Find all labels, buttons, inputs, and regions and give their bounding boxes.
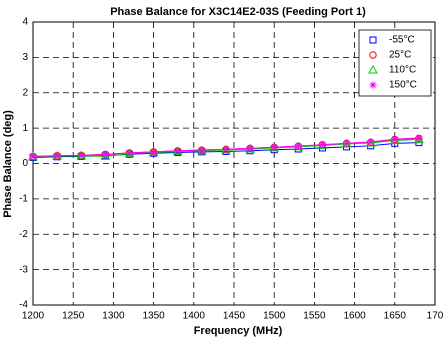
x-tick-label: 1400	[183, 311, 206, 322]
x-tick-label: 1450	[223, 311, 246, 322]
marker	[270, 143, 278, 151]
marker	[367, 138, 375, 146]
y-tick-label: -2	[19, 229, 28, 240]
x-tick-label: 1350	[142, 311, 165, 322]
x-tick-label: 1650	[384, 311, 407, 322]
x-tick-label: 1550	[303, 311, 326, 322]
marker	[343, 139, 351, 147]
x-tick-label: 1200	[22, 311, 45, 322]
legend-label: 25°C	[389, 50, 411, 61]
x-tick-label: 170	[427, 311, 444, 322]
chart-title: Phase Balance for X3C14E2-03S (Feeding P…	[110, 6, 366, 18]
plot-frame	[32, 21, 436, 306]
legend-marker	[368, 64, 378, 74]
y-tick-label: 1	[22, 123, 28, 134]
y-tick-label: 2	[22, 87, 28, 98]
marker	[77, 151, 85, 159]
legend-label: -55°C	[389, 35, 415, 46]
marker	[150, 148, 158, 156]
x-tick-label: 1250	[62, 311, 85, 322]
marker	[246, 144, 254, 152]
x-tick-label: 1300	[102, 311, 125, 322]
x-axis-label: Frequency (MHz)	[194, 325, 283, 337]
y-tick-label: 3	[22, 52, 28, 63]
legend-label: 110°C	[389, 65, 416, 76]
marker	[389, 135, 400, 145]
legend-marker	[369, 36, 377, 44]
y-tick-label: -4	[19, 300, 28, 311]
marker	[29, 152, 37, 160]
y-axis-label: Phase Balance (deg)	[2, 110, 14, 218]
legend-marker	[369, 51, 377, 59]
marker	[415, 134, 423, 142]
x-tick-label: 1600	[343, 311, 366, 322]
marker	[318, 141, 326, 149]
y-tick-label: 0	[22, 158, 28, 169]
x-tick-label: 1500	[263, 311, 286, 322]
y-tick-label: -3	[19, 264, 28, 275]
marker	[53, 152, 61, 160]
marker	[101, 151, 109, 159]
marker	[198, 146, 206, 154]
marker	[174, 147, 182, 155]
marker	[391, 135, 399, 143]
y-tick-label: -1	[19, 194, 28, 205]
marker	[125, 149, 133, 157]
legend-marker	[369, 81, 377, 89]
marker	[222, 145, 230, 153]
marker	[294, 142, 302, 150]
marker	[100, 151, 111, 160]
marker	[414, 134, 424, 143]
legend-label: 150°C	[389, 80, 417, 91]
y-tick-label: 4	[22, 17, 28, 28]
